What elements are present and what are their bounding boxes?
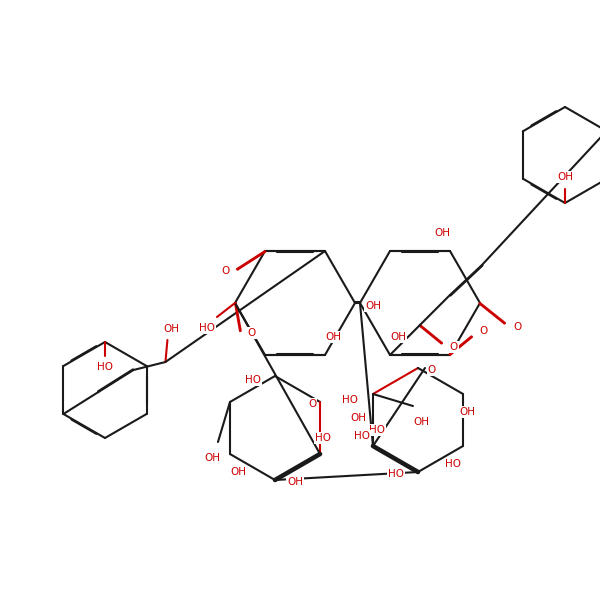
Text: OH: OH [434,228,450,238]
Text: HO: HO [97,362,113,372]
Text: HO: HO [342,395,358,405]
Text: O: O [308,399,316,409]
Text: HO: HO [315,433,331,443]
Text: OH: OH [365,301,381,311]
Text: HO: HO [245,375,261,385]
Text: OH: OH [325,332,341,342]
Text: HO: HO [369,425,385,435]
Text: OH: OH [287,477,303,487]
Text: O: O [450,342,458,352]
Text: OH: OH [459,407,475,417]
Text: O: O [513,322,521,332]
Text: HO: HO [354,431,370,441]
Text: HO: HO [445,459,461,469]
Text: OH: OH [557,172,573,182]
Text: O: O [221,266,229,276]
Text: HO: HO [199,323,215,333]
Text: OH: OH [390,332,406,342]
Text: OH: OH [413,417,429,427]
Text: OH: OH [204,453,220,463]
Text: O: O [428,365,436,375]
Text: OH: OH [350,413,366,423]
Text: OH: OH [163,324,179,334]
Text: O: O [480,326,488,336]
Text: HO: HO [388,469,404,479]
Text: O: O [248,328,256,338]
Text: OH: OH [230,467,246,477]
